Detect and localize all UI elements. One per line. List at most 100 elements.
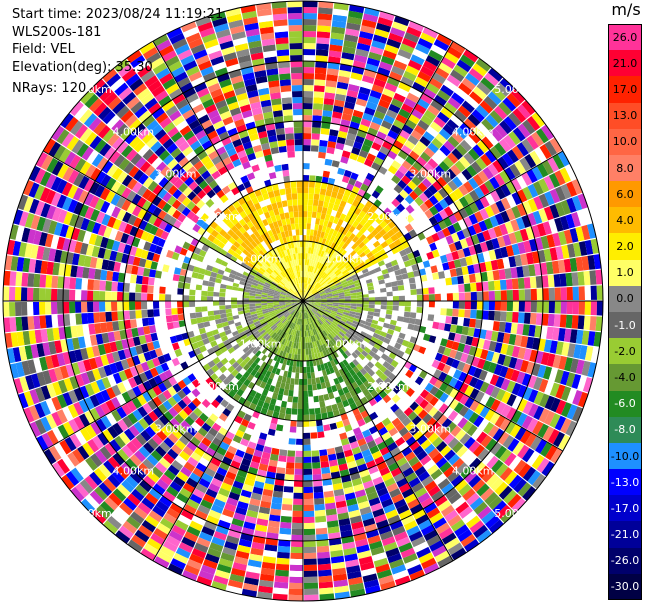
velocity-cell: [416, 301, 424, 307]
velocity-cell: [51, 301, 58, 315]
velocity-cell: [554, 217, 564, 232]
velocity-cell: [500, 343, 509, 355]
velocity-cell: [310, 372, 316, 379]
velocity-cell: [484, 372, 494, 384]
velocity-cell: [415, 140, 427, 152]
velocity-cell: [475, 104, 489, 118]
velocity-cell: [475, 58, 491, 72]
velocity-cell: [377, 67, 391, 77]
velocity-cell: [375, 224, 383, 233]
velocity-cell: [359, 251, 366, 259]
velocity-cell: [307, 265, 311, 272]
velocity-cell: [327, 240, 333, 248]
velocity-cell: [355, 231, 363, 239]
velocity-cell: [201, 306, 208, 312]
velocity-cell: [475, 157, 487, 170]
velocity-cell: [480, 271, 488, 282]
velocity-cell: [141, 284, 148, 293]
velocity-cell: [340, 267, 347, 273]
velocity-cell: [516, 175, 528, 189]
velocity-cell: [360, 331, 368, 337]
velocity-cell: [566, 181, 578, 197]
velocity-cell: [520, 360, 529, 373]
velocity-cell: [93, 312, 101, 323]
velocity-cell: [415, 255, 423, 264]
velocity-cell: [386, 301, 394, 306]
velocity-cell: [440, 301, 447, 308]
velocity-cell: [279, 406, 287, 414]
velocity-cell: [587, 331, 596, 346]
velocity-cell: [407, 180, 418, 191]
velocity-cell: [490, 259, 499, 271]
velocity-cell: [423, 188, 434, 199]
velocity-cell: [306, 259, 310, 266]
velocity-cell: [470, 282, 477, 292]
velocity-cell: [312, 289, 318, 294]
velocity-cell: [514, 160, 526, 175]
velocity-cell: [45, 275, 53, 288]
velocity-cell: [341, 258, 348, 265]
velocity-cell: [99, 301, 106, 312]
velocity-cell: [307, 372, 312, 379]
velocity-cell: [141, 309, 148, 318]
velocity-cell: [329, 196, 336, 204]
velocity-cell: [395, 321, 403, 327]
velocity-cell: [494, 342, 503, 354]
velocity-cell: [333, 8, 348, 17]
velocity-cell: [354, 315, 361, 320]
velocity-cell: [397, 179, 407, 190]
velocity-cell: [333, 243, 339, 251]
velocity-cell: [489, 412, 501, 425]
velocity-cell: [27, 273, 35, 287]
velocity-cell: [544, 380, 555, 395]
velocity-cell: [364, 7, 380, 17]
velocity-cell: [237, 307, 244, 312]
velocity-cell: [360, 265, 367, 271]
velocity-cell: [505, 181, 517, 194]
velocity-cell: [375, 270, 383, 277]
velocity-cell: [422, 363, 432, 373]
velocity-cell: [501, 391, 512, 404]
velocity-cell: [255, 301, 262, 304]
velocity-cell: [547, 313, 555, 327]
velocity-cell: [303, 289, 305, 296]
velocity-cell: [303, 504, 314, 511]
velocity-cell: [280, 521, 292, 529]
velocity-cell: [305, 247, 309, 254]
velocity-cell: [485, 396, 496, 409]
velocity-cell: [376, 350, 384, 358]
velocity-cell: [153, 278, 161, 286]
velocity-cell: [440, 84, 454, 97]
velocity-cell: [463, 152, 475, 165]
velocity-cell: [402, 278, 410, 285]
velocity-cell: [496, 258, 505, 270]
velocity-cell: [561, 386, 572, 402]
velocity-cell: [559, 167, 572, 183]
velocity-cell: [470, 291, 478, 301]
velocity-cell: [420, 274, 428, 282]
velocity-cell: [553, 274, 561, 287]
instrument-label: WLS200s-181: [12, 24, 102, 40]
velocity-cell: [443, 195, 454, 206]
velocity-cell: [496, 332, 505, 343]
velocity-cell: [142, 317, 149, 327]
velocity-cell: [21, 316, 29, 331]
velocity-cell: [69, 289, 76, 301]
velocity-cell: [373, 252, 381, 259]
velocity-cell: [414, 206, 424, 216]
velocity-cell: [575, 329, 584, 345]
velocity-cell: [172, 321, 180, 329]
velocity-cell: [308, 302, 315, 305]
velocity-cell: [337, 290, 344, 294]
velocity-cell: [358, 86, 371, 96]
velocity-cell: [303, 498, 314, 505]
velocity-cell: [375, 72, 389, 83]
velocity-cell: [469, 388, 480, 400]
velocity-cell: [364, 275, 372, 281]
velocity-cell: [498, 138, 512, 153]
velocity-cell: [365, 240, 373, 248]
velocity-cell: [453, 211, 464, 222]
velocity-cell: [382, 273, 390, 279]
velocity-cell: [308, 241, 313, 248]
velocity-cell: [400, 199, 410, 209]
